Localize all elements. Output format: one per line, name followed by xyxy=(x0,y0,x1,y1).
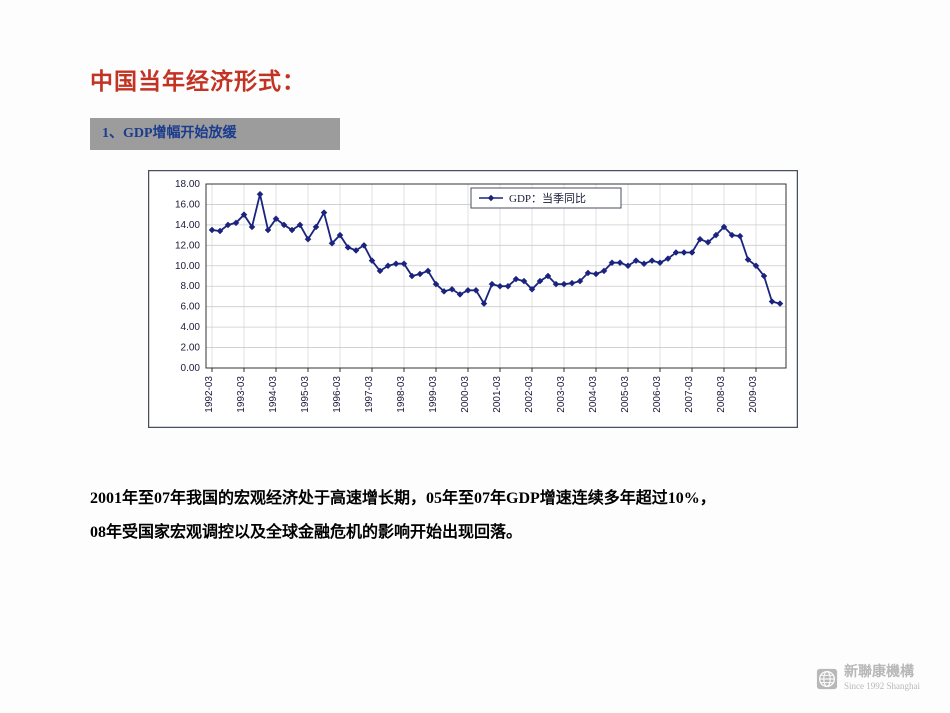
svg-text:10.00: 10.00 xyxy=(175,261,200,272)
footer-sub: Since 1992 Shanghai xyxy=(844,682,920,691)
svg-text:16.00: 16.00 xyxy=(175,199,200,210)
svg-text:12.00: 12.00 xyxy=(175,240,200,251)
footer-logo: 新聯康機構 Since 1992 Shanghai xyxy=(816,666,920,691)
svg-text:1992-03: 1992-03 xyxy=(204,376,215,413)
body-line-2: 08年受国家宏观调控以及全球金融危机的影响开始出现回落。 xyxy=(90,516,870,550)
page-title: 中国当年经济形式： xyxy=(90,62,306,96)
svg-text:1993-03: 1993-03 xyxy=(236,376,247,413)
svg-text:1995-03: 1995-03 xyxy=(300,376,311,413)
svg-text:GDP：当季同比: GDP：当季同比 xyxy=(509,191,586,205)
svg-text:2008-03: 2008-03 xyxy=(716,376,727,413)
subtitle-bar: 1、GDP增幅开始放缓 xyxy=(90,118,340,150)
svg-text:2001-03: 2001-03 xyxy=(492,376,503,413)
svg-text:2005-03: 2005-03 xyxy=(620,376,631,413)
gdp-chart: 0.00 2.00 4.00 6.00 8.00 10.00 12.00 14.00 16.00… xyxy=(148,170,798,428)
svg-text:2006-03: 2006-03 xyxy=(652,376,663,413)
svg-text:1996-03: 1996-03 xyxy=(332,376,343,413)
body-text: 2001年至07年我国的宏观经济处于高速增长期，05年至07年GDP增速连续多年… xyxy=(90,482,870,550)
footer-main: 新聯康機構 xyxy=(844,666,920,680)
footer-text: 新聯康機構 Since 1992 Shanghai xyxy=(844,666,920,691)
svg-text:0.00: 0.00 xyxy=(181,363,201,374)
svg-text:2.00: 2.00 xyxy=(181,343,201,354)
svg-text:1998-03: 1998-03 xyxy=(396,376,407,413)
svg-text:1994-03: 1994-03 xyxy=(268,376,279,413)
svg-text:2003-03: 2003-03 xyxy=(556,376,567,413)
svg-text:14.00: 14.00 xyxy=(175,220,200,231)
svg-text:1999-03: 1999-03 xyxy=(428,376,439,413)
svg-text:4.00: 4.00 xyxy=(181,322,201,333)
svg-text:2000-03: 2000-03 xyxy=(460,376,471,413)
svg-text:18.00: 18.00 xyxy=(175,179,200,190)
globe-icon xyxy=(816,668,838,690)
svg-text:2002-03: 2002-03 xyxy=(524,376,535,413)
svg-text:2007-03: 2007-03 xyxy=(684,376,695,413)
svg-text:8.00: 8.00 xyxy=(181,281,201,292)
svg-text:2004-03: 2004-03 xyxy=(588,376,599,413)
svg-text:1997-03: 1997-03 xyxy=(364,376,375,413)
slide-page: 中国当年经济形式： 1、GDP增幅开始放缓 0.00 2.00 4.00 6.00 8.… xyxy=(0,0,950,713)
svg-text:6.00: 6.00 xyxy=(181,302,201,313)
body-line-1: 2001年至07年我国的宏观经济处于高速增长期，05年至07年GDP增速连续多年… xyxy=(90,482,870,516)
svg-text:2009-03: 2009-03 xyxy=(748,376,759,413)
